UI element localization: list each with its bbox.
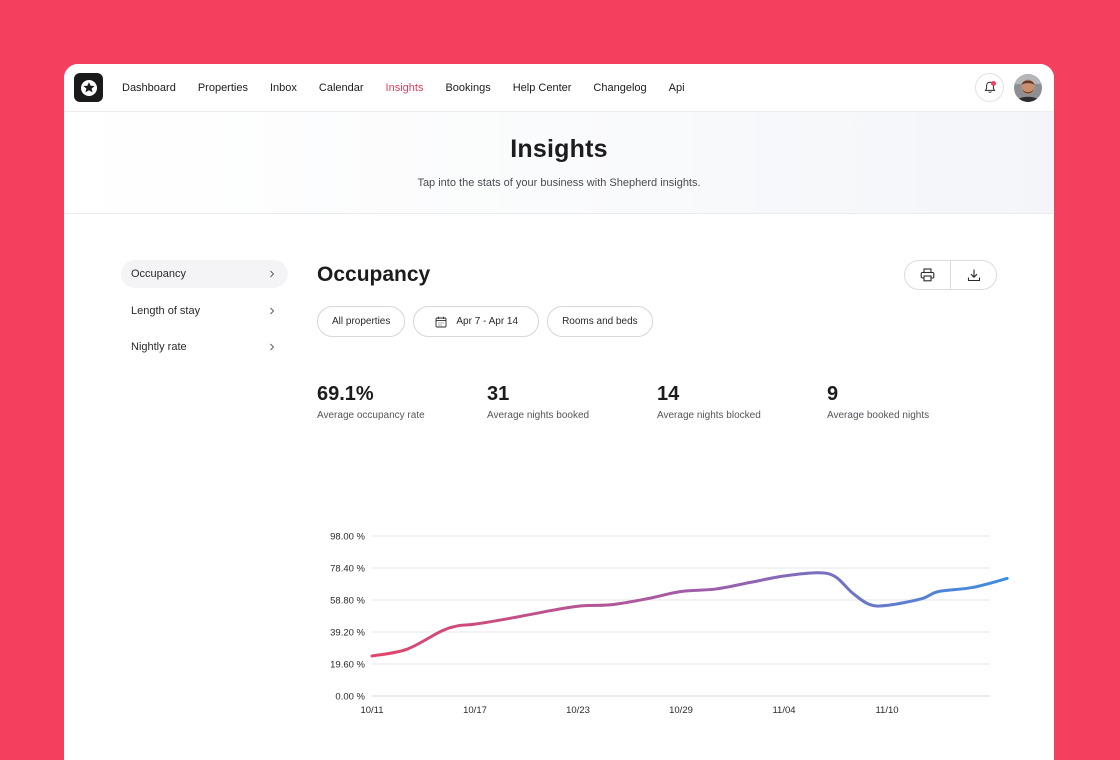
insights-sidebar: Occupancy Length of stay Nightly rate <box>121 260 288 370</box>
logo-star-icon <box>80 79 97 96</box>
stat-label: Average occupancy rate <box>317 410 425 421</box>
y-tick-label: 58.80 % <box>330 596 365 607</box>
sidebar-item-length-of-stay[interactable]: Length of stay <box>121 297 288 325</box>
sidebar-item-label: Occupancy <box>131 268 187 280</box>
stats-row: 69.1% Average occupancy rate 31 Average nig… <box>317 383 997 421</box>
occupancy-panel: Occupancy <box>317 260 1009 716</box>
date-range-label: Apr 7 - Apr 14 <box>456 316 519 327</box>
page-title: Insights <box>510 135 608 163</box>
stat-label: Average booked nights <box>827 410 930 421</box>
nav-item-api[interactable]: Api <box>668 81 685 94</box>
nav-item-calendar[interactable]: Calendar <box>318 81 364 94</box>
sidebar-item-label: Nightly rate <box>131 341 187 353</box>
app-logo[interactable] <box>74 73 103 102</box>
properties-filter-label: All properties <box>332 316 391 327</box>
download-button[interactable] <box>950 261 996 289</box>
content-area: Occupancy Length of stay Nightly rate Occu… <box>64 214 1054 760</box>
stat-card: 31 Average nights booked <box>487 383 657 421</box>
stat-value: 14 <box>657 383 680 405</box>
chevron-right-icon <box>270 307 275 314</box>
y-tick-label: 78.40 % <box>330 564 365 575</box>
stat-value: 31 <box>487 383 510 405</box>
stat-label: Average nights booked <box>487 410 590 421</box>
x-tick-label: 10/17 <box>463 705 487 716</box>
app-window: Dashboard Properties Inbox Calendar Insights… <box>64 64 1054 760</box>
nav-menu: Dashboard Properties Inbox Calendar Insights… <box>122 82 707 94</box>
stat-label: Average nights blocked <box>657 410 761 421</box>
sidebar-item-nightly-rate[interactable]: Nightly rate <box>121 333 288 361</box>
properties-filter[interactable]: All properties <box>317 306 406 337</box>
room-type-filter[interactable]: Rooms and beds <box>547 306 653 337</box>
y-tick-label: 39.20 % <box>330 628 365 639</box>
calendar-icon <box>435 316 447 327</box>
y-tick-label: 98.00 % <box>330 532 365 543</box>
unread-indicator <box>991 81 996 86</box>
x-tick-label: 11/04 <box>772 705 795 716</box>
avatar-photo-icon <box>1014 73 1042 102</box>
printer-icon <box>920 268 935 282</box>
occupancy-chart: 98.00 % 78.40 % 58.80 % 39.20 % 19.60 % 0.00 … <box>317 512 1009 760</box>
sidebar-item-occupancy[interactable]: Occupancy <box>121 260 288 288</box>
user-avatar[interactable] <box>1014 73 1042 102</box>
stat-value: 69.1% <box>317 383 374 405</box>
y-tick-label: 19.60 % <box>330 660 365 671</box>
x-tick-label: 10/29 <box>669 705 693 716</box>
page-subtitle: Tap into the stats of your business with… <box>417 177 701 189</box>
nav-item-properties[interactable]: Properties <box>197 81 248 94</box>
chevron-right-icon <box>270 270 275 278</box>
stat-card: 9 Average booked nights <box>827 383 997 421</box>
date-range-filter[interactable]: Apr 7 - Apr 14 <box>413 306 540 337</box>
occupancy-line-chart: 98.00 % 78.40 % 58.80 % 39.20 % 19.60 % 0.00 … <box>330 532 1009 716</box>
nav-item-dashboard[interactable]: Dashboard <box>122 81 176 94</box>
notifications-button[interactable] <box>975 73 1004 102</box>
top-navigation: Dashboard Properties Inbox Calendar Insights… <box>64 64 1054 112</box>
nav-item-help-center[interactable]: Help Center <box>512 81 572 94</box>
x-tick-label: 10/11 <box>360 705 383 716</box>
filter-bar: All properties Apr 7 - Apr 14 Rooms and … <box>317 306 997 337</box>
nav-item-insights[interactable]: Insights <box>385 81 424 94</box>
download-icon <box>967 269 980 282</box>
print-button[interactable] <box>905 261 950 289</box>
section-title: Occupancy <box>317 263 431 286</box>
action-group <box>904 260 997 290</box>
occupancy-series-line <box>370 571 1009 658</box>
page-header: Insights Tap into the stats of your busi… <box>64 112 1054 214</box>
stat-value: 9 <box>827 383 839 405</box>
room-type-label: Rooms and beds <box>562 316 638 327</box>
sidebar-item-label: Length of stay <box>131 304 201 317</box>
chevron-right-icon <box>270 343 275 351</box>
stat-card: 69.1% Average occupancy rate <box>317 383 487 421</box>
x-tick-label: 10/23 <box>566 705 590 716</box>
nav-item-changelog[interactable]: Changelog <box>593 81 647 94</box>
nav-item-bookings[interactable]: Bookings <box>445 81 491 94</box>
y-tick-label: 0.00 % <box>335 692 365 703</box>
x-tick-label: 11/10 <box>875 705 898 716</box>
nav-item-inbox[interactable]: Inbox <box>269 81 297 94</box>
stat-card: 14 Average nights blocked <box>657 383 827 421</box>
